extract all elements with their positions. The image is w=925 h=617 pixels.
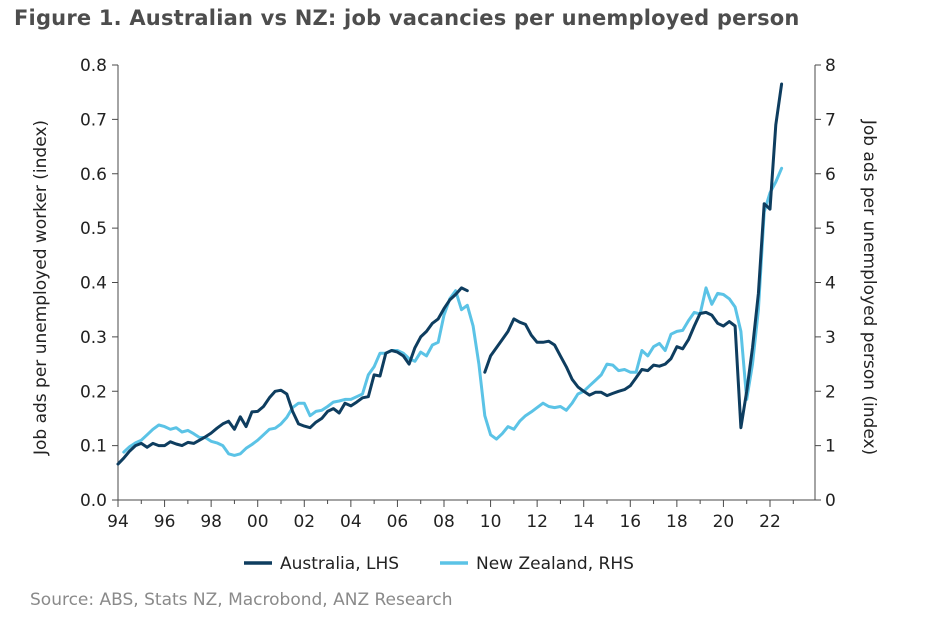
- right-y-tick-label: 5: [825, 219, 836, 239]
- chart-title: Figure 1. Australian vs NZ: job vacancie…: [14, 6, 800, 30]
- series-line-australia: [116, 286, 469, 466]
- x-tick-label: 22: [759, 512, 781, 532]
- right-y-tick-label: 3: [825, 328, 836, 348]
- series-line-australia: [483, 82, 784, 430]
- legend: Australia, LHS New Zealand, RHS: [244, 554, 634, 574]
- left-y-tick-label: 0.3: [80, 328, 107, 348]
- x-tick-label: 20: [713, 512, 735, 532]
- series-line-new-zealand: [122, 166, 784, 457]
- left-y-tick-label: 0.7: [80, 110, 107, 130]
- x-tick-label: 18: [666, 512, 688, 532]
- left-y-axis-title: Job ads per unemployed worker (index): [31, 120, 51, 456]
- source-note: Source: ABS, Stats NZ, Macrobond, ANZ Re…: [30, 590, 453, 610]
- x-tick-label: 94: [107, 512, 129, 532]
- right-y-tick-label: 6: [825, 165, 836, 185]
- left-y-tick-label: 0.0: [80, 491, 107, 511]
- right-y-tick-label: 0: [825, 491, 836, 511]
- x-tick-label: 10: [480, 512, 502, 532]
- series-lines: [116, 82, 784, 466]
- right-y-tick-label: 7: [825, 110, 836, 130]
- x-tick-label: 08: [433, 512, 455, 532]
- x-tick-label: 98: [200, 512, 222, 532]
- legend-label: New Zealand, RHS: [476, 554, 634, 574]
- x-tick-label: 16: [619, 512, 641, 532]
- right-y-tick-label: 8: [825, 56, 836, 76]
- left-y-tick-label: 0.6: [80, 165, 107, 185]
- axes: [112, 64, 821, 507]
- right-y-tick-label: 1: [825, 437, 836, 457]
- x-tick-label: 00: [247, 512, 269, 532]
- left-y-tick-label: 0.8: [80, 56, 107, 76]
- x-tick-label: 14: [573, 512, 595, 532]
- x-tick-label: 96: [154, 512, 176, 532]
- x-tick-label: 06: [387, 512, 409, 532]
- x-tick-label: 12: [526, 512, 548, 532]
- right-y-tick-label: 2: [825, 382, 836, 402]
- x-tick-label: 04: [340, 512, 362, 532]
- left-y-tick-label: 0.5: [80, 219, 107, 239]
- legend-label: Australia, LHS: [280, 554, 399, 574]
- x-tick-label: 02: [293, 512, 315, 532]
- right-y-tick-label: 4: [825, 274, 836, 294]
- left-y-tick-label: 0.1: [80, 437, 107, 457]
- left-y-tick-label: 0.4: [80, 274, 107, 294]
- right-y-axis-title: Job ads per unemployed person (index): [859, 119, 879, 455]
- left-y-tick-label: 0.2: [80, 382, 107, 402]
